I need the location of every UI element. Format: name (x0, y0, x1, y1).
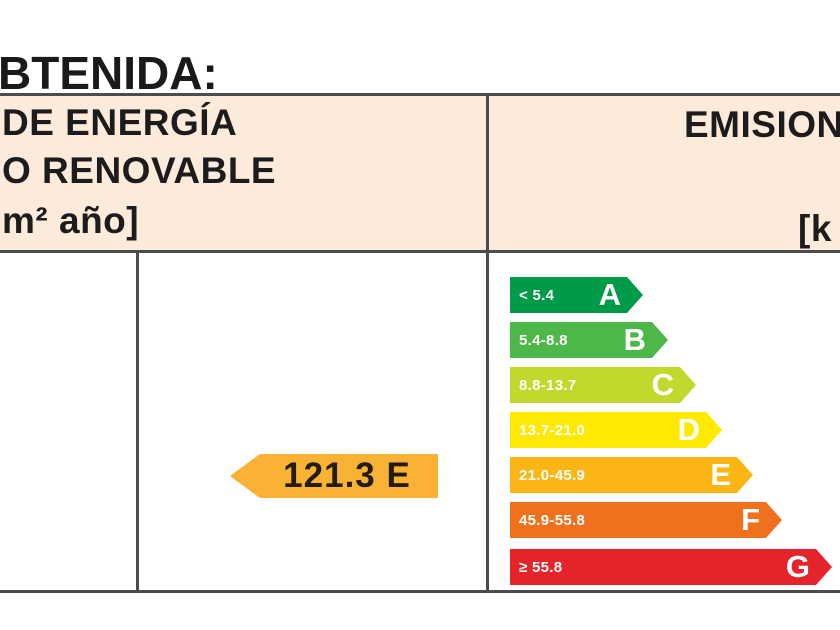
page-title: BTENIDA: (0, 47, 218, 99)
table-header-band (0, 93, 840, 253)
column-divider-middle (486, 93, 489, 593)
consumption-header-line2: O RENOVABLE (2, 150, 277, 191)
table-body-band (0, 253, 840, 593)
emissions-header-units: [k (798, 208, 832, 249)
consumption-header-units: m² año] (2, 200, 140, 241)
consumption-value-label: 121.3 E (283, 456, 411, 495)
column-divider-left (136, 253, 139, 593)
consumption-value-arrow: 121.3 E (230, 454, 438, 498)
consumption-header-line1: DE ENERGÍA (2, 102, 238, 143)
emissions-header-line1: EMISION (684, 104, 840, 145)
